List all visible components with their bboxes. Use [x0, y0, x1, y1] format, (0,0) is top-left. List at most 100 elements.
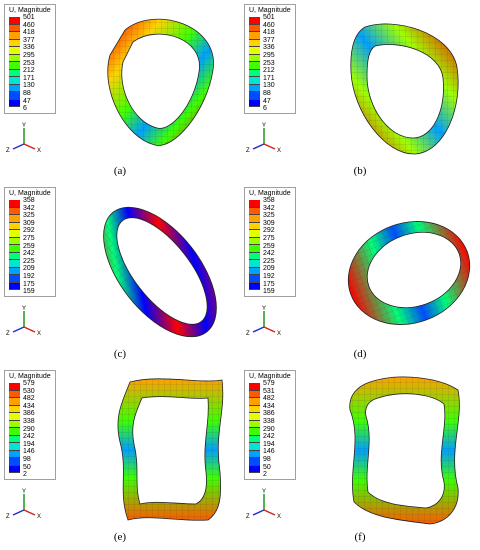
legend-value: 418 — [23, 29, 35, 37]
legend-value: 460 — [263, 21, 275, 29]
legend-value: 209 — [23, 265, 35, 273]
legend-swatch — [249, 200, 260, 208]
legend-swatch — [9, 390, 20, 398]
legend-swatch — [249, 450, 260, 458]
legend-swatch — [9, 282, 20, 290]
legend-swatch — [9, 420, 20, 428]
legend-value: 292 — [23, 227, 35, 235]
legend-swatch — [9, 260, 20, 268]
legend-swatch — [249, 405, 260, 413]
legend-swatches — [9, 383, 20, 473]
legend-value: 338 — [263, 417, 275, 425]
legend-value: 501 — [23, 14, 35, 21]
caption: (c) — [113, 348, 127, 360]
legend-swatch — [249, 24, 260, 32]
legend-ticks: 358 342 325 309 292 275 259 242 225 209 192 175 159 — [263, 197, 275, 296]
legend-value: 482 — [263, 395, 275, 403]
legend-swatches — [249, 17, 260, 107]
legend-swatch — [9, 267, 20, 275]
legend-swatch — [9, 252, 20, 260]
legend-value: 342 — [263, 204, 275, 212]
axis-x-label: X — [277, 514, 281, 520]
deformed-ring-c — [103, 206, 217, 338]
legend: U, Magnitude 579 531 482 434 386 338 290 242 194… — [244, 370, 296, 480]
legend-swatch — [249, 275, 260, 283]
legend-value: 6 — [263, 105, 267, 113]
legend-swatch — [249, 230, 260, 238]
legend-swatch — [249, 267, 260, 275]
legend-swatch — [9, 398, 20, 406]
legend-value: 212 — [263, 67, 275, 75]
panel-b: U, Magnitude 501 460 418 377 336 295 253 212 171… — [240, 0, 480, 183]
legend-swatch — [9, 77, 20, 85]
legend-value: 242 — [263, 250, 275, 258]
legend-swatch — [249, 17, 260, 25]
caption: (d) — [353, 348, 367, 360]
legend-swatch — [249, 32, 260, 40]
legend-swatches — [249, 383, 260, 473]
legend-value: 98 — [263, 455, 271, 463]
legend-swatches — [9, 17, 20, 107]
legend-value: 209 — [263, 265, 275, 273]
axis-y-label: Y — [22, 306, 26, 312]
axis-z-label: Z — [246, 148, 250, 154]
legend-swatch — [249, 99, 260, 107]
legend-swatch — [249, 69, 260, 77]
panel-c: U, Magnitude 358 342 325 309 292 275 259 242 225… — [0, 183, 240, 366]
legend-value: 325 — [263, 212, 275, 220]
legend-swatch — [9, 458, 20, 466]
legend-title: U, Magnitude — [249, 7, 291, 14]
axis-x-label: X — [37, 514, 41, 520]
legend: U, Magnitude 579 530 482 434 386 338 290 242 194… — [4, 370, 56, 480]
caption: (e) — [113, 531, 127, 543]
legend-swatch — [9, 99, 20, 107]
legend-value: 253 — [263, 59, 275, 67]
legend-swatch — [9, 450, 20, 458]
deformed-ring-a — [107, 18, 214, 146]
legend-swatch — [249, 383, 260, 391]
legend-value: 386 — [23, 410, 35, 418]
legend-value: 358 — [263, 197, 275, 204]
legend-ticks: 579 531 482 434 386 338 290 242 194 146 98 50 2 — [263, 380, 275, 479]
legend-value: 242 — [263, 433, 275, 441]
legend-value: 325 — [23, 212, 35, 220]
legend-value: 259 — [263, 242, 275, 250]
legend: U, Magnitude 501 460 418 377 336 295 253 212 171… — [4, 4, 56, 114]
legend-value: 47 — [23, 97, 31, 105]
legend-swatches — [9, 200, 20, 290]
deformed-ring-b — [350, 23, 459, 155]
axis-z-label: Z — [6, 331, 10, 337]
legend-title: U, Magnitude — [249, 373, 291, 380]
legend-swatch — [9, 230, 20, 238]
legend-swatch — [9, 69, 20, 77]
legend-value: 579 — [263, 380, 275, 387]
legend-swatch — [9, 200, 20, 208]
legend-value: 309 — [263, 219, 275, 227]
panel-a: U, Magnitude 501 460 418 377 336 295 253 212 171… — [0, 0, 240, 183]
legend-swatch — [9, 435, 20, 443]
legend-value: 225 — [263, 257, 275, 265]
legend-swatch — [9, 92, 20, 100]
legend-swatch — [9, 428, 20, 436]
legend-ticks: 358 342 325 309 292 275 259 242 225 209 192 175 159 — [23, 197, 35, 296]
legend-swatch — [249, 237, 260, 245]
legend-swatch — [9, 245, 20, 253]
legend-value: 130 — [23, 82, 35, 90]
legend-title: U, Magnitude — [9, 190, 51, 197]
legend-swatch — [249, 420, 260, 428]
legend-swatch — [9, 47, 20, 55]
legend-swatch — [249, 222, 260, 230]
deformed-ring-d — [347, 221, 471, 325]
legend-value: 460 — [23, 21, 35, 29]
legend-value: 336 — [23, 44, 35, 52]
legend-value: 212 — [23, 67, 35, 75]
axis-x-label: X — [37, 148, 41, 154]
legend-swatch — [249, 77, 260, 85]
axis-triad: Y Z X — [246, 123, 281, 154]
axis-y-label: Y — [262, 489, 266, 495]
axis-y-label: Y — [262, 306, 266, 312]
legend-value: 501 — [263, 14, 275, 21]
legend-value: 309 — [23, 219, 35, 227]
legend-value: 192 — [23, 272, 35, 280]
legend-value: 50 — [263, 463, 271, 471]
